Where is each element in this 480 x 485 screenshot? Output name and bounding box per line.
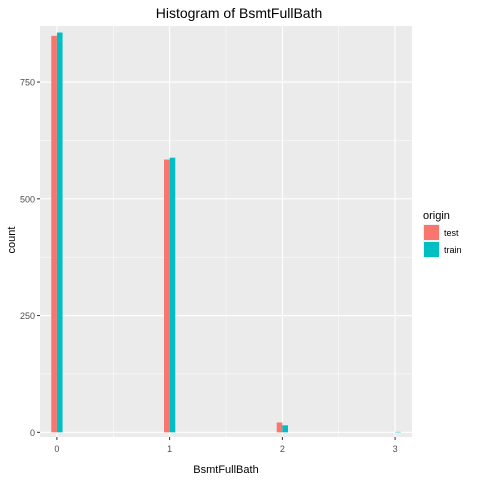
legend-label-train: train <box>444 245 462 255</box>
legend-label-test: test <box>444 228 459 238</box>
legend-title: origin <box>423 210 450 222</box>
y-tick-label: 0 <box>30 428 35 438</box>
bar-test-2 <box>277 423 283 433</box>
x-tick-label: 1 <box>167 444 172 454</box>
x-axis-label: BsmtFullBath <box>193 464 258 476</box>
x-tick-label: 3 <box>393 444 398 454</box>
x-tick-label: 0 <box>54 444 59 454</box>
y-tick-label: 250 <box>20 311 35 321</box>
bar-test-0 <box>51 36 57 433</box>
y-axis-label: count <box>6 227 18 254</box>
chart-title: Histogram of BsmtFullBath <box>156 5 323 21</box>
bar-train-2 <box>282 425 288 432</box>
bar-train-0 <box>57 33 63 433</box>
legend-key-train <box>424 242 439 257</box>
legend-key-test <box>424 225 439 240</box>
x-tick-label: 2 <box>280 444 285 454</box>
bar-train-1 <box>170 158 176 433</box>
bar-test-1 <box>164 160 170 433</box>
y-tick-label: 500 <box>20 194 35 204</box>
y-tick-label: 750 <box>20 78 35 88</box>
